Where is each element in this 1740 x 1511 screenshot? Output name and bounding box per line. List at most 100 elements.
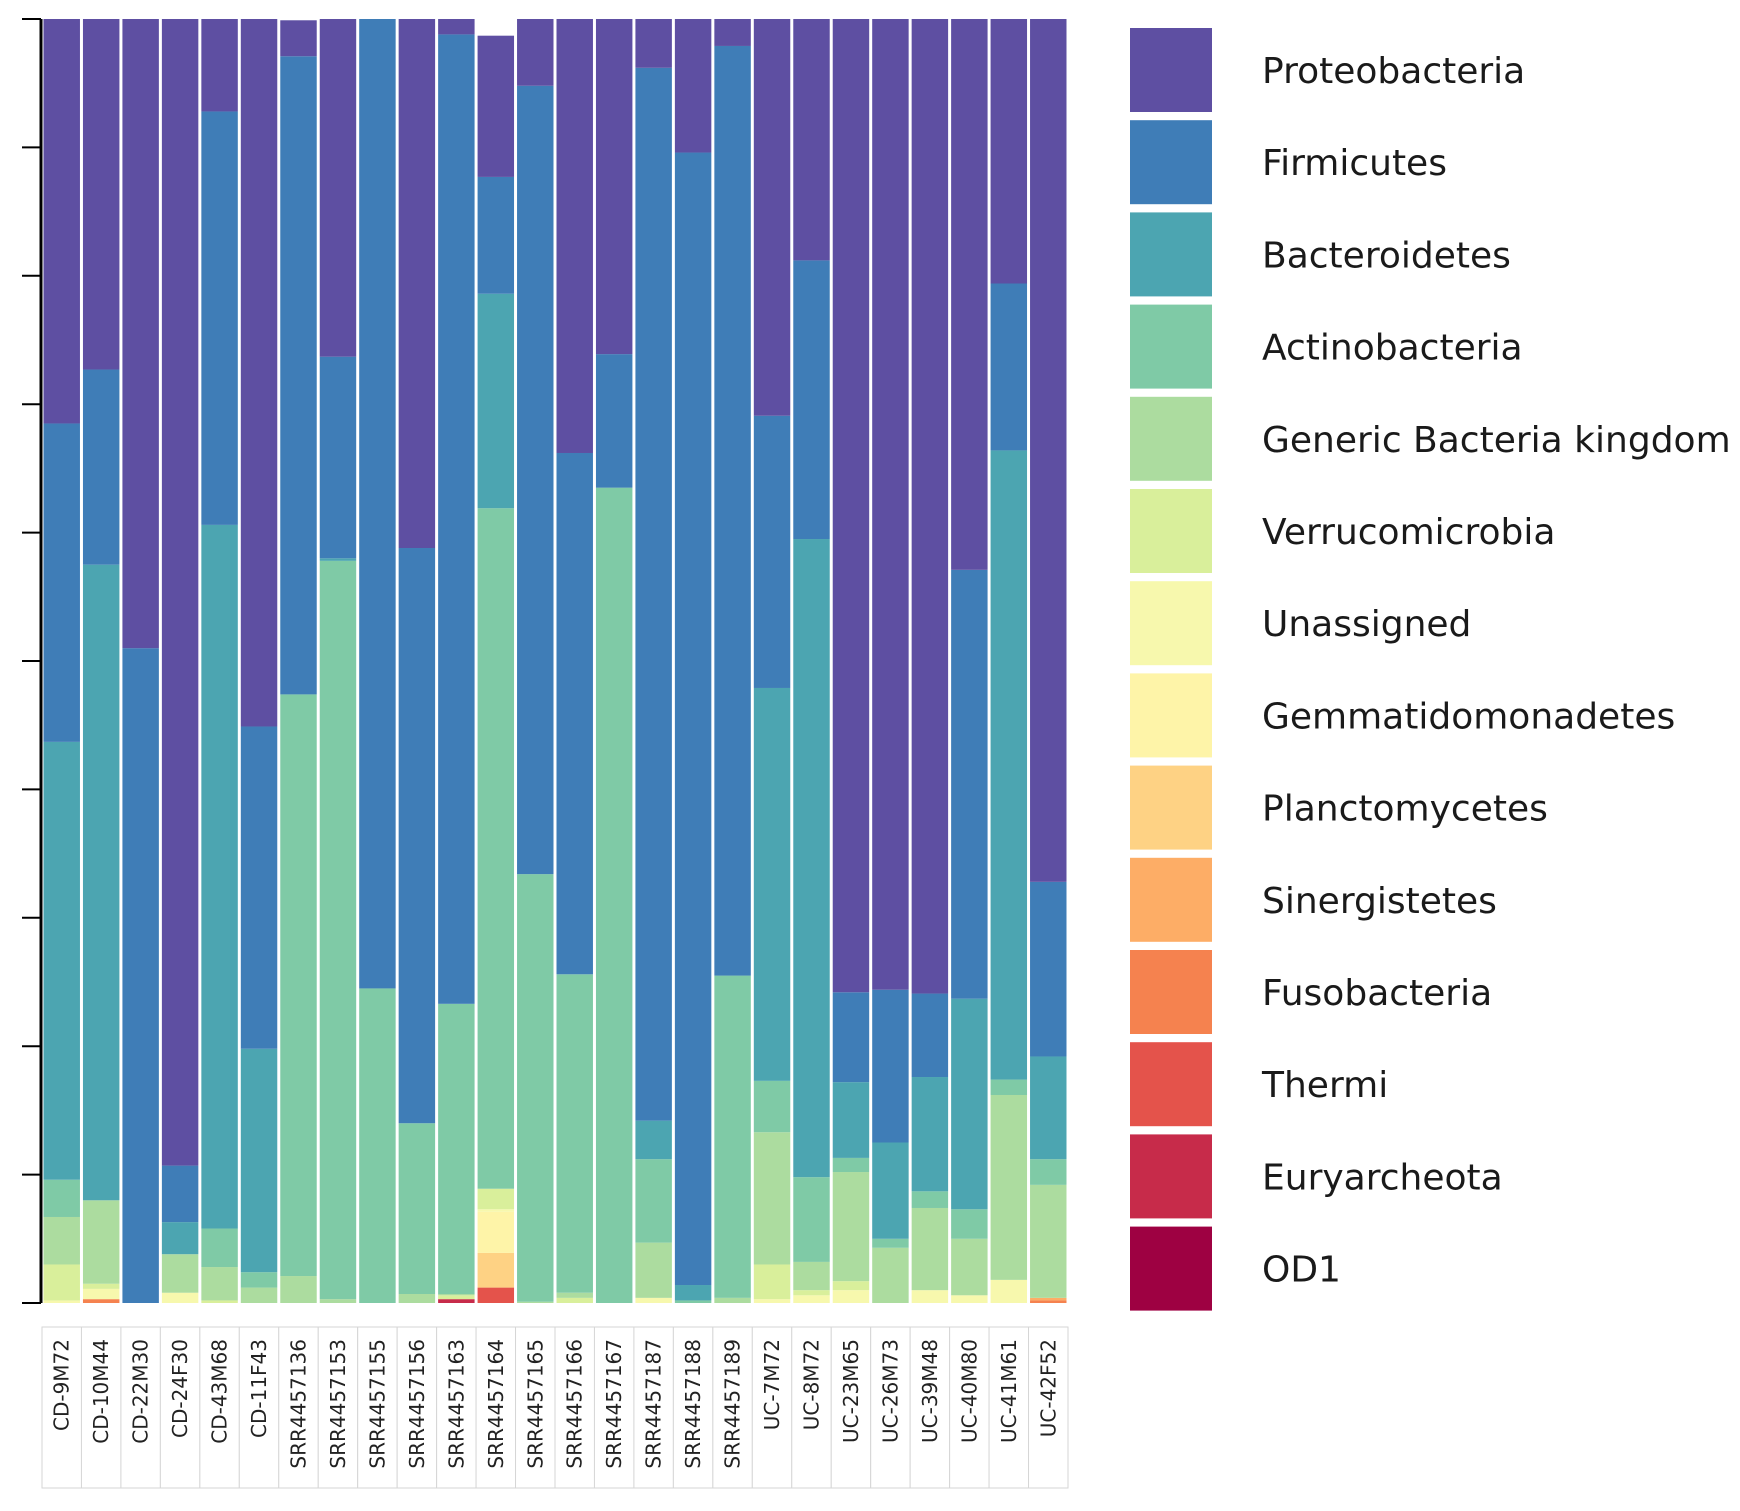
- x-tick-labels: CD-9M72 CD-10M44 CD-22M30 CD-24F30 CD-43M68 C…: [41, 1326, 1069, 1489]
- bar-segment-uc-7m72-proteobacteria: [753, 19, 791, 416]
- legend: Proteobacteria Firmicutes Bacteroidetes Act…: [1130, 28, 1731, 1311]
- bar-segment-srr4457163-firmicutes: [438, 34, 475, 1004]
- bar-segment-srr4457155-firmicutes: [359, 19, 396, 989]
- x-tick-label-box: [791, 1326, 832, 1489]
- bar-segment-srr4457136-proteobacteria: [280, 20, 317, 57]
- bar-segment-uc-41m61-proteobacteria: [990, 19, 1028, 284]
- bar-segment-uc-41m61-generic-bacteria-kingdom: [990, 1094, 1028, 1280]
- bar-segment-uc-41m61-unassigned: [990, 1279, 1028, 1303]
- x-tick-label: UC-42F52: [1036, 1339, 1060, 1437]
- x-tick-label-box: [949, 1326, 990, 1489]
- x-tick-label-box: [475, 1326, 517, 1489]
- x-tick-label-box: [278, 1326, 319, 1489]
- bar-segment-uc-26m73-firmicutes: [872, 989, 909, 1143]
- legend-label: Proteobacteria: [1262, 51, 1525, 92]
- bar-segment-uc-39m48-generic-bacteria-kingdom: [911, 1207, 949, 1291]
- bar-segment-cd-10m44-verrucomicrobia: [82, 1283, 120, 1289]
- bar-segment-srr4457163-verrucomicrobia: [438, 1295, 475, 1300]
- bar-segment-cd-11f43-bacteroidetes: [240, 1048, 278, 1273]
- bar-segment-srr4457165-firmicutes: [517, 85, 554, 875]
- x-tick-label: UC-39M48: [918, 1339, 942, 1443]
- bar-segment-uc-26m73-bacteroidetes: [872, 1142, 909, 1239]
- x-tick-label: CD-9M72: [50, 1339, 74, 1431]
- bar-segment-uc-23m65-actinobacteria: [832, 1157, 870, 1173]
- legend-swatch-verrucomicrobia: [1130, 489, 1212, 573]
- bar-segment-srr4457164-unassigned: [477, 1209, 515, 1212]
- legend-swatch-actinobacteria: [1130, 304, 1212, 389]
- legend-label: Firmicutes: [1262, 143, 1447, 184]
- bar-segment-uc-26m73-proteobacteria: [872, 19, 909, 990]
- legend-label: Fusobacteria: [1262, 973, 1492, 1014]
- bar-segment-uc-8m72-actinobacteria: [793, 1177, 830, 1262]
- x-tick-label: SRR4457136: [287, 1339, 311, 1469]
- bar-segment-srr4457153-firmicutes: [319, 356, 357, 559]
- bar-segment-cd-9m72-actinobacteria: [43, 1179, 80, 1217]
- legend-label: Unassigned: [1262, 604, 1471, 645]
- bar-segment-cd-9m72-unassigned: [43, 1300, 80, 1303]
- bar-segment-uc-26m73-actinobacteria: [872, 1238, 909, 1248]
- x-tick-label: CD-10M44: [89, 1339, 113, 1444]
- bar-segment-uc-42f52-sinergistetes: [1030, 1297, 1067, 1301]
- bar-segment-uc-7m72-verrucomicrobia: [753, 1264, 791, 1300]
- bar-segment-srr4457164-bacteroidetes: [477, 293, 515, 509]
- legend-swatch-gemmatidomonadetes: [1130, 673, 1212, 758]
- bar-segment-srr4457153-bacteroidetes: [319, 558, 357, 561]
- bar-segment-uc-42f52-bacteroidetes: [1030, 1056, 1067, 1160]
- bar-segment-uc-7m72-unassigned: [753, 1299, 791, 1303]
- bar-segment-srr4457136-actinobacteria: [280, 694, 317, 1277]
- x-tick-label: CD-22M30: [129, 1339, 153, 1444]
- bar-segment-uc-23m65-proteobacteria: [832, 19, 870, 993]
- bar-segment-cd-9m72-proteobacteria: [43, 19, 80, 424]
- legend-label: Gemmatidomonadetes: [1262, 696, 1675, 737]
- bar-segment-cd-11f43-actinobacteria: [240, 1272, 278, 1288]
- x-tick-label-box: [396, 1326, 438, 1489]
- x-tick-label-box: [41, 1326, 82, 1489]
- bar-segment-uc-40m80-generic-bacteria-kingdom: [951, 1238, 988, 1296]
- bar-segment-uc-39m48-bacteroidetes: [911, 1077, 949, 1192]
- bar-segment-cd-10m44-unassigned: [82, 1288, 120, 1300]
- bar-segment-uc-42f52-actinobacteria: [1030, 1159, 1067, 1185]
- x-tick-label: CD-24F30: [168, 1339, 192, 1438]
- bar-segment-srr4457166-generic-bacteria-kingdom: [556, 1292, 593, 1298]
- bar-segment-srr4457164-firmicutes: [477, 176, 515, 294]
- bar-segment-srr4457189-actinobacteria: [714, 975, 751, 1298]
- bar-segment-srr4457163-proteobacteria: [438, 19, 475, 35]
- x-tick-label-box: [357, 1326, 398, 1489]
- bar-segment-srr4457163-actinobacteria: [438, 1003, 475, 1295]
- x-tick-label: SRR4457187: [642, 1339, 666, 1469]
- legend-label: Planctomycetes: [1262, 789, 1548, 830]
- bar-segment-srr4457165-proteobacteria: [517, 19, 554, 86]
- x-tick-label: UC-7M72: [760, 1339, 784, 1430]
- bar-segment-uc-7m72-bacteroidetes: [753, 687, 791, 1081]
- bar-segment-uc-42f52-firmicutes: [1030, 881, 1067, 1057]
- bar-segment-cd-43m68-generic-bacteria-kingdom: [201, 1267, 238, 1301]
- bar-segment-uc-7m72-actinobacteria: [753, 1080, 791, 1133]
- bar-segment-srr4457153-proteobacteria: [319, 19, 357, 357]
- bar-segment-uc-23m65-firmicutes: [832, 992, 870, 1083]
- x-tick-label-box: [830, 1326, 872, 1489]
- legend-label: Sinergistetes: [1262, 881, 1497, 922]
- legend-label: Generic Bacteria kingdom: [1262, 420, 1731, 461]
- legend-swatch-generic-bacteria-kingdom: [1130, 396, 1212, 481]
- bar-segment-cd-10m44-firmicutes: [82, 369, 120, 565]
- bar-segment-uc-23m65-unassigned: [832, 1290, 870, 1303]
- bar-segment-srr4457164-proteobacteria: [477, 35, 515, 177]
- bar-segment-uc-40m80-bacteroidetes: [951, 998, 988, 1210]
- bar-segment-srr4457153-actinobacteria: [319, 560, 357, 1300]
- bar-segment-cd-9m72-generic-bacteria-kingdom: [43, 1216, 80, 1265]
- bar-segment-uc-41m61-bacteroidetes: [990, 450, 1028, 1080]
- bar-segment-cd-10m44-fusobacteria: [82, 1299, 120, 1303]
- x-tick-label: SRR4457155: [365, 1339, 389, 1469]
- legend-label: OD1: [1262, 1250, 1341, 1291]
- x-tick-label: SRR4457189: [721, 1339, 745, 1469]
- x-tick-label: UC-8M72: [800, 1339, 824, 1430]
- x-tick-label-box: [436, 1326, 477, 1489]
- x-tick-label-box: [870, 1326, 911, 1489]
- bar-segment-uc-23m65-bacteroidetes: [832, 1082, 870, 1158]
- bar-segment-srr4457164-thermi: [477, 1287, 515, 1303]
- legend-label: Euryarcheota: [1262, 1157, 1503, 1198]
- x-tick-label: SRR4457166: [563, 1339, 587, 1469]
- bar-segment-srr4457164-actinobacteria: [477, 508, 515, 1189]
- x-tick-label: UC-41M61: [997, 1339, 1021, 1443]
